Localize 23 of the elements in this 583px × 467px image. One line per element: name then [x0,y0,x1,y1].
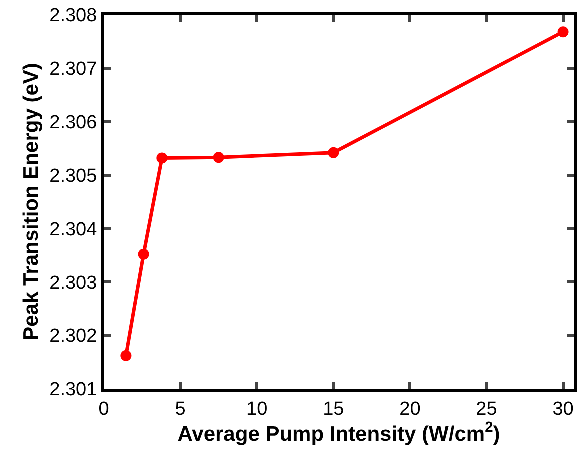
x-tick-label: 0 [98,398,110,420]
y-tick-label: 2.302 [50,326,98,348]
point [138,248,150,260]
y-axis-title: Peak Transition Energy (eV) [20,63,43,341]
point [558,26,569,38]
y-tick-label: 2.308 [50,6,98,27]
x-tick-label: 25 [476,398,498,420]
y-tick-label: 2.304 [50,219,98,240]
y-tick-label: 2.303 [50,272,98,294]
x-tick-label: 30 [552,398,574,420]
y-tick-label: 2.306 [50,112,98,134]
y-tick-label: 2.305 [50,166,98,187]
x-tick-label: 15 [323,398,344,420]
y-tick-label: 2.307 [50,59,98,80]
point [156,152,168,164]
x-tick-label: 10 [246,398,268,420]
x-tick-label: 20 [400,398,421,420]
x-tick-label: 5 [175,398,186,420]
y-tick-label: 2.301 [50,380,98,401]
point [328,147,340,158]
point [213,152,224,164]
point [120,350,132,362]
x-axis-title: Average Pump Intensity (W/cm$^{2}$) [178,420,500,446]
